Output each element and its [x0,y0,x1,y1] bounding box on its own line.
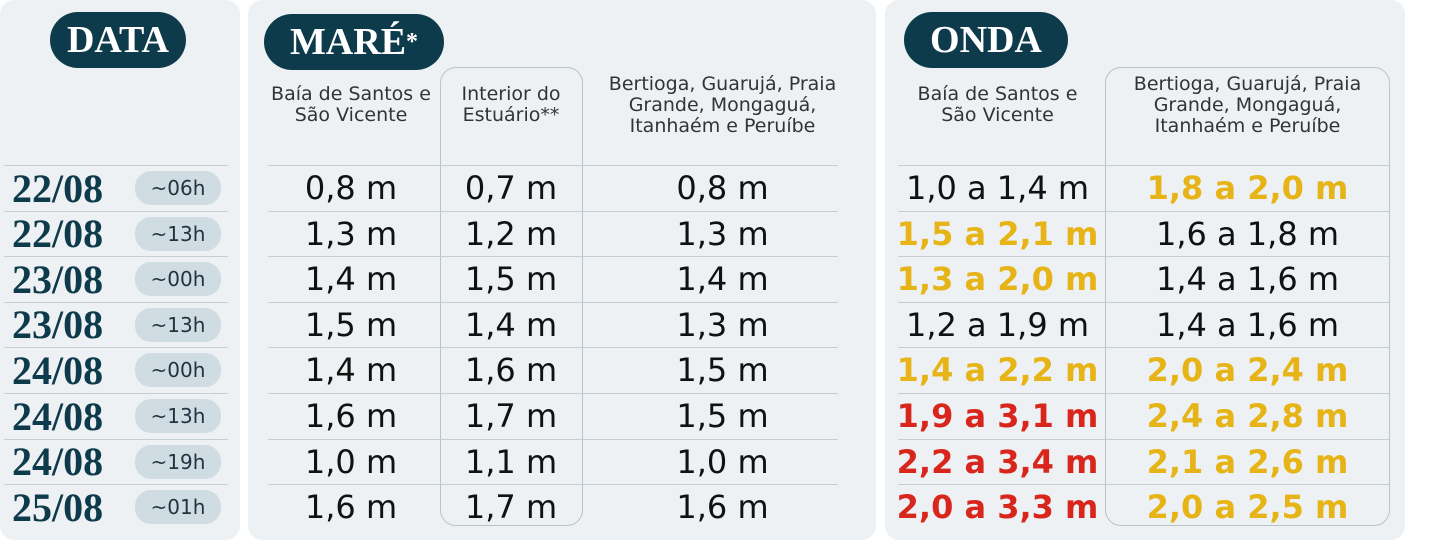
tide-value: 1,4 m [304,351,398,390]
wave-value: 2,0 a 2,4 m [1146,351,1349,390]
wave-value: 2,0 a 2,5 m [1146,488,1349,527]
tide-value: 0,8 m [304,169,398,207]
row-line [898,210,1390,212]
date-title: DATA [50,12,186,68]
wave-value: 1,4 a 2,2 m [896,351,1099,390]
date: 23/08 [12,302,104,348]
row-line [268,393,838,394]
row-line [898,256,1390,258]
time: ~13h [135,399,221,433]
tide-value: 0,8 m [676,169,769,207]
row-line [4,210,228,212]
wave-value: 1,5 a 2,1 m [896,214,1099,253]
date: 24/08 [12,347,104,393]
wave-value: 2,2 a 3,4 m [896,442,1099,481]
row-line [4,393,228,394]
date: 23/08 [12,256,104,302]
time: ~19h [135,444,221,479]
row-line [4,256,228,258]
row-line [898,301,1390,303]
tide-value: 1,6 m [304,488,398,527]
row-line [268,210,838,212]
wave-value: 1,3 a 2,0 m [896,260,1099,299]
time: ~01h [135,490,221,525]
date: 24/08 [12,439,104,485]
tide-value: 1,5 m [304,305,398,344]
tide-value: 1,0 m [304,442,398,481]
time: ~00h [135,262,221,297]
wave-value: 1,4 a 1,6 m [1155,305,1340,344]
row-line [4,347,228,349]
tide-value: 1,4 m [676,260,769,299]
tide-value: 1,5 m [464,260,558,299]
row-line [4,484,228,486]
tide-value: 1,4 m [304,260,398,299]
tide-title: MARÉ * [264,14,444,70]
tide-value: 1,2 m [464,214,558,253]
tide-value: 1,6 m [676,488,769,527]
column-header: Bertioga, Guarujá, Praia Grande, Mongagu… [608,72,837,137]
column-header: Baía de Santos e São Vicente [271,83,431,126]
row-line [4,301,228,303]
row-line [898,438,1390,440]
wave-value: 1,8 a 2,0 m [1146,169,1349,207]
tide-panel [248,0,876,540]
tide-value: 1,5 m [676,397,769,435]
time: ~13h [135,307,221,342]
wave-value: 2,0 a 3,3 m [896,488,1099,527]
row-line [268,165,838,166]
wave-value: 1,9 a 3,1 m [896,397,1099,435]
row-line [898,484,1390,486]
title-mark: * [406,28,419,55]
wave-value: 2,4 a 2,8 m [1146,397,1349,435]
column-box [440,67,583,526]
time: ~00h [135,353,221,388]
wave-value: 1,2 a 1,9 m [905,305,1090,344]
wave-value: 1,6 a 1,8 m [1155,214,1340,253]
row-line [898,393,1390,394]
tide-value: 1,3 m [676,305,769,344]
row-line [898,165,1390,166]
tide-value: 1,6 m [304,397,398,435]
wave-panel [885,0,1405,540]
tide-value: 1,3 m [676,214,769,253]
row-line [4,165,228,166]
date: 22/08 [12,211,104,257]
wave-value: 2,1 a 2,6 m [1146,442,1349,481]
wave-value: 1,0 a 1,4 m [905,169,1090,207]
tide-value: 1,4 m [464,305,558,344]
time: ~13h [135,216,221,251]
row-line [4,438,228,440]
date: 24/08 [12,393,104,439]
date: 22/08 [12,165,104,211]
tide-value: 1,6 m [464,351,558,390]
wave-title: ONDA [904,12,1068,68]
tide-value: 0,7 m [464,169,558,207]
title-text: MARÉ [289,21,407,63]
row-line [268,484,838,486]
column-header: Interior do Estuário** [461,83,561,126]
column-box [1105,67,1390,526]
row-line [898,347,1390,349]
tide-value: 1,5 m [676,351,769,390]
tide-value: 1,3 m [304,214,398,253]
column-header: Baía de Santos e São Vicente [917,83,1078,126]
row-line [268,301,838,303]
tide-value: 1,7 m [464,488,558,527]
wave-value: 1,4 a 1,6 m [1155,260,1340,299]
row-line [268,438,838,440]
column-header: Bertioga, Guarujá, Praia Grande, Mongagu… [1133,72,1362,137]
row-line [268,256,838,258]
tide-value: 1,0 m [676,442,769,481]
date: 25/08 [12,484,104,530]
row-line [268,347,838,349]
tide-value: 1,1 m [464,442,558,481]
time: ~06h [135,171,221,205]
tide-value: 1,7 m [464,397,558,435]
